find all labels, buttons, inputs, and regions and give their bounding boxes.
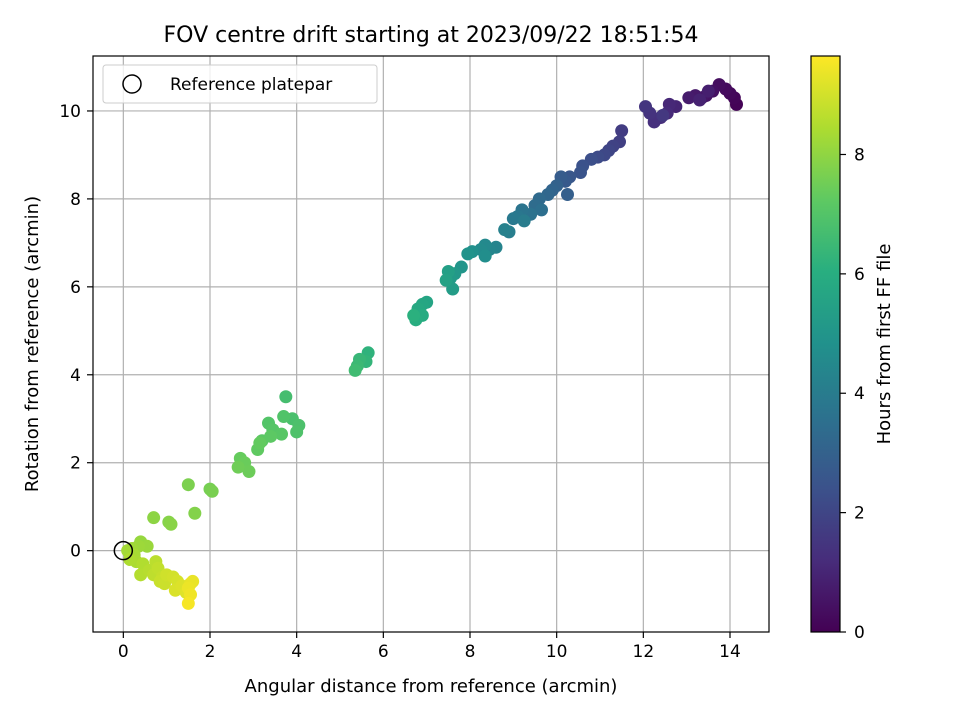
grid-lines bbox=[93, 56, 769, 632]
data-point bbox=[147, 511, 161, 525]
data-point bbox=[253, 436, 267, 450]
colorbar-frame bbox=[810, 55, 841, 633]
reference-platepar-marker bbox=[113, 540, 134, 561]
data-point bbox=[205, 484, 219, 498]
data-point bbox=[439, 273, 453, 287]
colorbar-tick-label: 6 bbox=[854, 265, 865, 285]
y-tick-label: 6 bbox=[70, 278, 81, 298]
colorbar-tick-label: 0 bbox=[854, 623, 865, 643]
data-point bbox=[693, 93, 707, 107]
y-tick-label: 0 bbox=[70, 542, 81, 562]
data-point bbox=[682, 91, 696, 105]
data-point bbox=[574, 166, 587, 180]
legend: Reference platepar bbox=[102, 64, 378, 104]
x-tick-label: 4 bbox=[291, 642, 302, 662]
data-point bbox=[498, 223, 512, 237]
x-tick-label: 8 bbox=[465, 642, 476, 662]
x-axis-ticks: 0 2 4 6 8 10 12 14 bbox=[118, 632, 741, 662]
legend-marker bbox=[122, 74, 142, 94]
plot-frame bbox=[92, 55, 770, 633]
data-point bbox=[181, 596, 195, 610]
colorbar-ticks: 0 2 4 6 8 bbox=[840, 145, 865, 643]
colorbar-tick-label: 2 bbox=[854, 504, 865, 524]
data-point bbox=[231, 460, 245, 474]
data-point bbox=[656, 108, 670, 122]
chart-title: FOV centre drift starting at 2023/09/22 … bbox=[164, 23, 699, 48]
x-tick-label: 6 bbox=[378, 642, 389, 662]
data-point bbox=[517, 214, 531, 228]
y-tick-label: 2 bbox=[70, 454, 81, 474]
data-point bbox=[701, 84, 715, 98]
data-point bbox=[279, 390, 293, 404]
data-point bbox=[164, 517, 178, 531]
scatter-points bbox=[121, 78, 743, 610]
x-axis-label: Angular distance from reference (arcmin) bbox=[245, 676, 618, 697]
x-tick-label: 12 bbox=[633, 642, 655, 662]
data-point bbox=[181, 478, 195, 492]
data-point bbox=[407, 308, 421, 322]
colorbar-gradient bbox=[811, 56, 840, 632]
data-point bbox=[277, 410, 291, 424]
colorbar-label: Hours from first FF file bbox=[874, 244, 895, 445]
legend-label: Reference platepar bbox=[170, 75, 332, 95]
x-tick-label: 14 bbox=[719, 642, 741, 662]
x-tick-label: 2 bbox=[205, 642, 216, 662]
data-point bbox=[561, 188, 574, 202]
legend-box bbox=[102, 64, 378, 104]
y-tick-label: 8 bbox=[70, 190, 81, 210]
data-point bbox=[639, 100, 652, 114]
x-tick-label: 0 bbox=[118, 642, 129, 662]
y-tick-label: 10 bbox=[59, 102, 81, 122]
y-axis-ticks: 0 2 4 6 8 10 bbox=[59, 102, 93, 562]
y-tick-label: 4 bbox=[70, 366, 81, 386]
data-point bbox=[123, 552, 137, 566]
data-point bbox=[478, 249, 492, 263]
colorbar-tick-label: 8 bbox=[854, 145, 865, 165]
data-point bbox=[290, 425, 304, 439]
data-point bbox=[242, 465, 256, 479]
data-point bbox=[535, 203, 548, 217]
x-tick-label: 10 bbox=[546, 642, 568, 662]
y-axis-label: Rotation from reference (arcmin) bbox=[22, 196, 43, 492]
data-point bbox=[348, 363, 362, 377]
data-point bbox=[264, 429, 278, 443]
data-point bbox=[188, 506, 202, 520]
data-point bbox=[506, 212, 520, 226]
data-point bbox=[615, 124, 629, 138]
colorbar: 0 2 4 6 8 Hours from first FF file bbox=[810, 55, 895, 643]
data-point bbox=[275, 427, 288, 441]
colorbar-tick-label: 4 bbox=[854, 384, 865, 404]
data-point bbox=[461, 247, 475, 261]
